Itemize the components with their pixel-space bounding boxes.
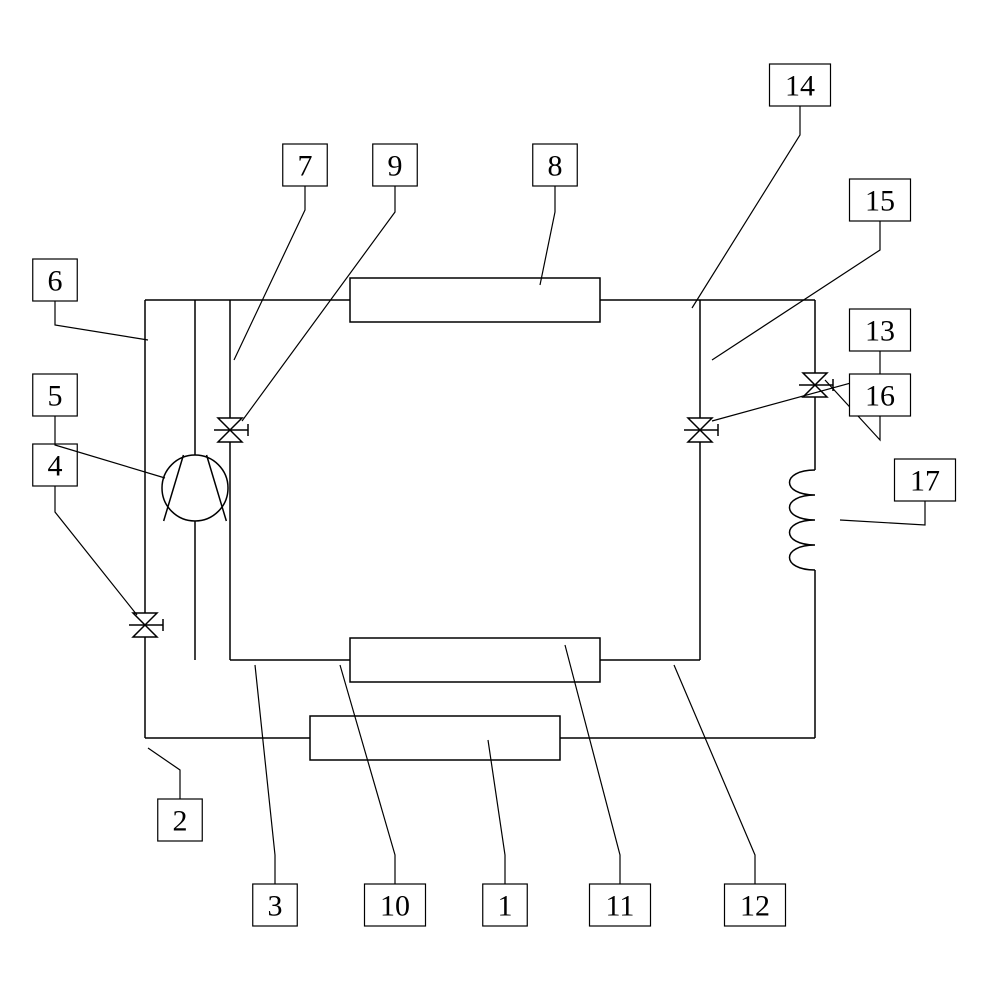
- callout-2: 2: [148, 748, 202, 841]
- callout-3: 3: [253, 665, 298, 926]
- diagram-canvas: 1234567891011121314151617: [0, 0, 991, 1000]
- callout-10: 10: [340, 665, 426, 926]
- callout-label-8: 8: [548, 150, 563, 183]
- callout-12: 12: [674, 665, 786, 926]
- callout-label-6: 6: [48, 265, 63, 298]
- callout-14: 14: [692, 64, 831, 308]
- callout-11: 11: [565, 645, 651, 926]
- callout-label-11: 11: [606, 890, 635, 923]
- coil-17: [790, 470, 816, 570]
- valve-4: [129, 613, 163, 637]
- callout-label-17: 17: [910, 465, 940, 498]
- callout-8: 8: [533, 144, 578, 285]
- callout-1: 1: [483, 740, 528, 926]
- callout-6: 6: [33, 259, 148, 340]
- compressor-symbol: [162, 455, 228, 521]
- callout-label-4: 4: [48, 450, 63, 483]
- callout-label-2: 2: [173, 805, 188, 838]
- callout-label-10: 10: [380, 890, 410, 923]
- callout-label-7: 7: [298, 150, 313, 183]
- callout-label-5: 5: [48, 380, 63, 413]
- callout-label-15: 15: [865, 185, 895, 218]
- callout-label-9: 9: [388, 150, 403, 183]
- callout-7: 7: [234, 144, 327, 360]
- callout-label-14: 14: [785, 70, 815, 103]
- callout-label-16: 16: [865, 380, 895, 413]
- valve-13: [684, 418, 718, 442]
- valve-16: [799, 373, 833, 397]
- callout-17: 17: [840, 459, 956, 525]
- callout-4: 4: [33, 444, 137, 615]
- mid_block: [350, 638, 600, 682]
- callout-label-12: 12: [740, 890, 770, 923]
- callout-label-13: 13: [865, 315, 895, 348]
- callout-label-1: 1: [498, 890, 513, 923]
- valve-9: [214, 418, 248, 442]
- top_block: [350, 278, 600, 322]
- callout-16: 16: [825, 374, 911, 440]
- callout-label-3: 3: [268, 890, 283, 923]
- bottom_block: [310, 716, 560, 760]
